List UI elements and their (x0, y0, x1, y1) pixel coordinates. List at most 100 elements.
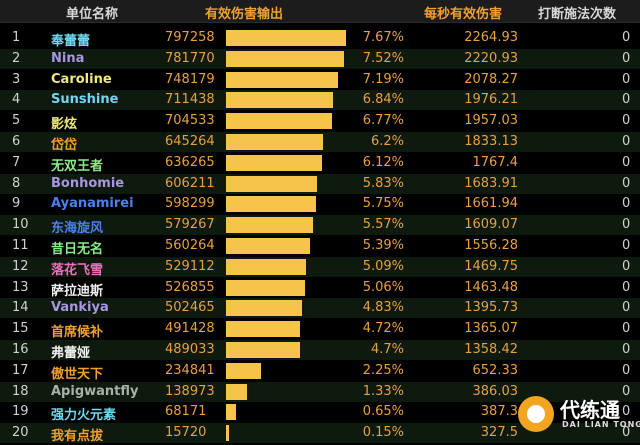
percent-cell: 5.57% (362, 217, 404, 233)
header-dps: 每秒有效伤害 (424, 7, 503, 22)
damage-cell: 138973 (165, 383, 215, 399)
damage-bar (226, 196, 316, 213)
dps-cell: 652.33 (472, 362, 519, 378)
name-cell: Apigwantfly (51, 383, 139, 399)
interrupts-cell: 0 (622, 279, 631, 295)
damage-bar (226, 258, 306, 275)
percent-cell: 6.12% (362, 154, 404, 170)
dps-cell: 1833.13 (464, 134, 518, 149)
table-row: 5 影炫 704533 6.77% 1957.03 0 (0, 111, 640, 132)
damage-bar (226, 113, 332, 130)
damage-cell: 781770 (165, 50, 215, 66)
percent-cell: 6.77% (362, 113, 404, 129)
rank-cell: 15 (12, 321, 29, 337)
damage-bar (226, 71, 339, 88)
rank-cell: 19 (12, 404, 29, 420)
rank-cell: 13 (12, 279, 29, 295)
table-row: 3 Caroline 748179 7.19% 2078.27 0 (0, 70, 640, 90)
dps-cell: 1358.42 (464, 342, 518, 357)
interrupts-cell: 0 (622, 71, 631, 87)
percent-cell: 7.67% (362, 30, 404, 45)
rank-cell: 5 (12, 113, 21, 129)
interrupts-cell: 0 (622, 30, 631, 45)
table-row: 13 萨拉迪斯 526855 5.06% 1463.48 0 (0, 278, 640, 299)
table-row: 2 Nina 781770 7.52% 2220.93 0 (0, 48, 640, 69)
table-row: 12 落花飞雪 529112 5.09% 1469.75 0 (0, 256, 640, 278)
dps-cell: 2078.27 (464, 71, 518, 87)
damage-cell: 598299 (165, 196, 215, 212)
rank-cell: 11 (12, 238, 29, 253)
interrupts-cell: 0 (622, 383, 631, 399)
interrupts-cell: 0 (622, 404, 631, 420)
name-cell: 东海旋风 (51, 221, 104, 237)
dps-cell: 2220.93 (464, 50, 518, 66)
dps-cell: 1661.94 (464, 196, 518, 212)
damage-cell: 797258 (165, 30, 215, 45)
percent-cell: 4.7% (370, 342, 404, 357)
interrupts-cell: 0 (622, 113, 631, 129)
percent-cell: 5.83% (362, 175, 404, 191)
interrupts-cell: 0 (622, 154, 631, 170)
percent-cell: 1.33% (362, 383, 404, 399)
table-row: 10 东海旋风 579267 5.57% 1609.07 0 (0, 215, 640, 237)
damage-cell: 711438 (165, 92, 215, 108)
interrupts-cell: 0 (622, 50, 631, 66)
rank-cell: 10 (12, 217, 29, 233)
rank-cell: 6 (12, 134, 21, 149)
percent-cell: 7.19% (362, 71, 404, 87)
dps-cell: 2264.93 (464, 30, 518, 45)
rank-cell: 14 (12, 300, 29, 316)
damage-bar (226, 30, 346, 46)
percent-cell: 7.52% (362, 50, 404, 66)
table-row: 9 Ayanamirei 598299 5.75% 1661.94 0 (0, 194, 640, 214)
name-cell: 岱岱 (51, 138, 78, 153)
rank-cell: 1 (12, 30, 21, 45)
interrupts-cell: 0 (622, 238, 631, 253)
rank-cell: 20 (12, 425, 29, 441)
rank-cell: 8 (12, 175, 21, 191)
percent-cell: 5.06% (362, 279, 404, 295)
damage-bar (226, 404, 237, 421)
damage-bar (226, 425, 229, 442)
name-cell: Sunshine (51, 92, 119, 108)
damage-cell: 579267 (165, 217, 215, 233)
interrupts-cell: 0 (622, 175, 631, 191)
table-row: 15 首席候补 491428 4.72% 1365.07 0 (0, 319, 640, 341)
damage-bar (226, 362, 262, 379)
percent-cell: 0.65% (362, 404, 404, 420)
percent-cell: 5.39% (362, 238, 404, 253)
interrupts-cell: 0 (622, 92, 631, 108)
rank-cell: 12 (12, 258, 29, 274)
dps-cell: 327.5 (480, 425, 518, 441)
rank-cell: 17 (12, 362, 29, 378)
name-cell: 首席候补 (51, 325, 104, 341)
name-cell: 无双王者 (51, 158, 104, 174)
rank-cell: 18 (12, 383, 29, 399)
watermark-logo-icon (518, 396, 554, 432)
name-cell: 落花飞雪 (51, 262, 104, 278)
dps-cell: 1365.07 (464, 321, 518, 337)
name-cell: 傲世天下 (51, 366, 104, 382)
dps-cell: 1976.21 (464, 92, 518, 108)
dps-cell: 1463.48 (464, 279, 518, 295)
damage-cell: 502465 (165, 300, 215, 316)
name-cell: Bonhomie (51, 175, 125, 191)
damage-bar (226, 134, 323, 150)
rank-cell: 3 (12, 71, 21, 87)
table-row: 7 无双王者 636265 6.12% 1767.4 0 (0, 153, 640, 174)
percent-cell: 5.75% (362, 196, 404, 212)
name-cell: 强力火元素 (51, 408, 117, 424)
rank-cell: 4 (12, 92, 21, 108)
name-cell: Caroline (51, 71, 112, 87)
interrupts-cell: 0 (622, 321, 631, 337)
table-row: 16 弗蕾娅 489033 4.7% 1358.42 0 (0, 340, 640, 361)
damage-bar (226, 238, 311, 254)
interrupts-cell: 0 (622, 300, 631, 316)
damage-bar (226, 154, 322, 171)
interrupts-cell: 0 (622, 425, 631, 441)
damage-cell: 68171 (165, 404, 207, 420)
dps-cell: 1556.28 (464, 238, 518, 253)
table-row: 14 Vankiya 502465 4.83% 1395.73 0 (0, 298, 640, 319)
table-row: 19 强力火元素 68171 0.65% 387.3 0 (0, 402, 640, 424)
dps-cell: 1767.4 (472, 154, 519, 170)
